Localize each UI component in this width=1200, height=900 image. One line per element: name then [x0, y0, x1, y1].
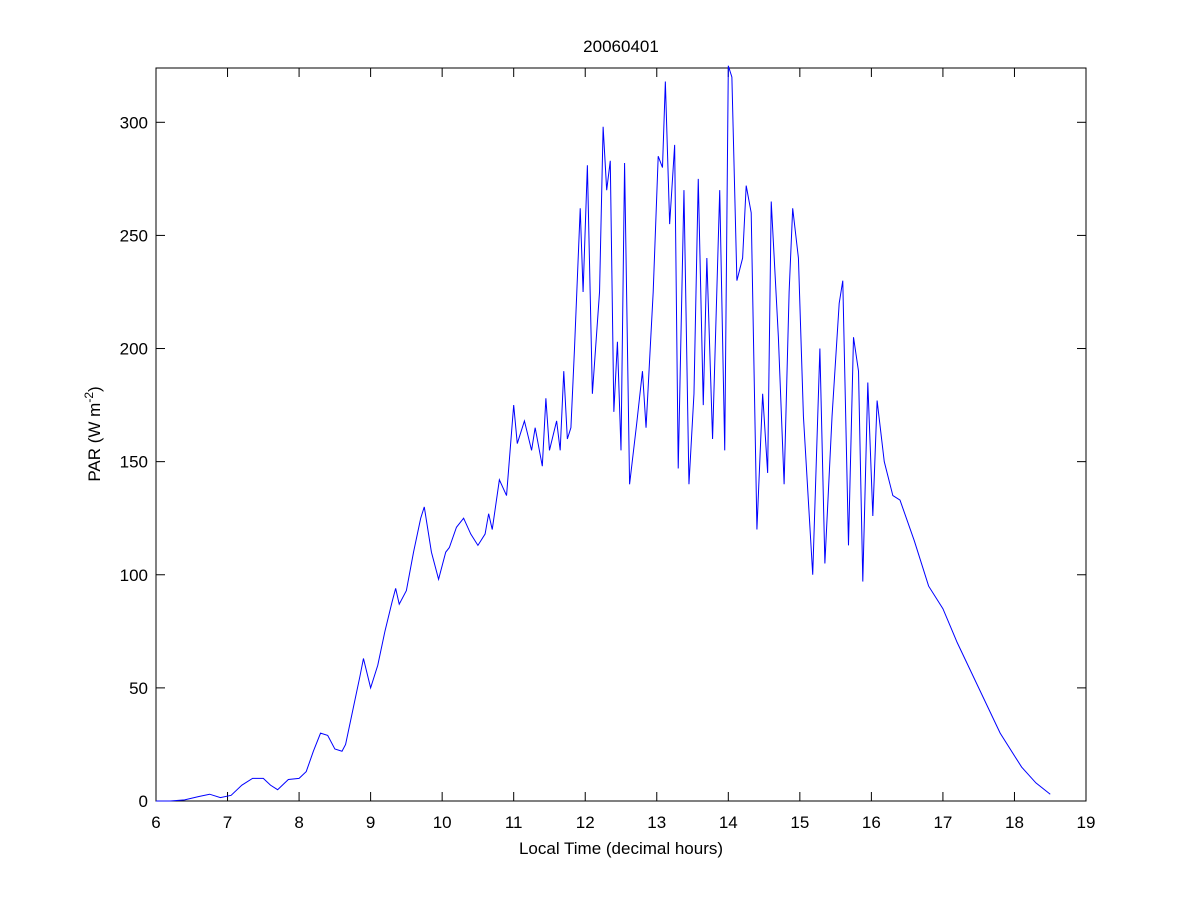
y-tick-label: 300: [120, 113, 148, 132]
x-tick-label: 14: [719, 813, 738, 832]
x-tick-label: 13: [647, 813, 666, 832]
y-tick-label: 50: [129, 679, 148, 698]
y-label-sup: -2: [82, 392, 96, 403]
y-label-end: ): [85, 386, 104, 392]
x-axis-label: Local Time (decimal hours): [519, 839, 723, 858]
y-axis-label: PAR (W m-2): [82, 386, 104, 481]
x-tick-label: 18: [1005, 813, 1024, 832]
x-tick-label: 10: [433, 813, 452, 832]
x-tick-label: 19: [1077, 813, 1096, 832]
x-tick-label: 12: [576, 813, 595, 832]
chart-title: 20060401: [583, 37, 659, 56]
x-tick-label: 16: [862, 813, 881, 832]
x-tick-label: 7: [223, 813, 232, 832]
y-tick-label: 200: [120, 340, 148, 359]
y-tick-label: 150: [120, 453, 148, 472]
x-tick-label: 17: [933, 813, 952, 832]
plot-area: [155, 67, 1087, 802]
x-tick-label: 9: [366, 813, 375, 832]
x-tick-label: 8: [294, 813, 303, 832]
x-tick-label: 11: [505, 813, 523, 832]
y-tick-label: 0: [139, 792, 148, 811]
y-tick-label: 250: [120, 226, 148, 245]
y-label-text: PAR (W m: [85, 403, 104, 482]
y-tick-label: 100: [120, 566, 148, 585]
x-tick-label: 15: [790, 813, 809, 832]
data-line: [156, 65, 1051, 802]
x-tick-label: 6: [151, 813, 160, 832]
